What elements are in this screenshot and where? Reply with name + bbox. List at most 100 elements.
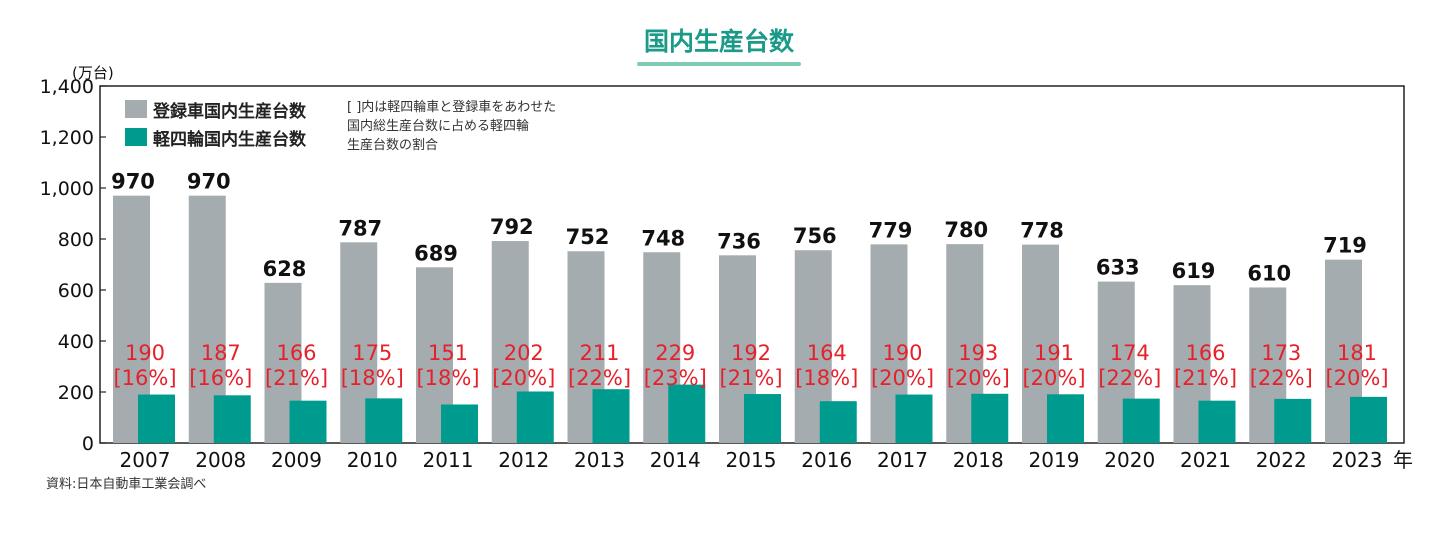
data-label-registered: 778 — [1020, 219, 1064, 243]
data-label-registered: 633 — [1096, 256, 1140, 280]
x-tick-label: 2019 — [1029, 448, 1080, 472]
x-tick-label: 2011 — [423, 448, 474, 472]
note-line-1: [ ]内は軽四輪車と登録車をあわせた — [347, 99, 556, 115]
data-label-registered: 970 — [111, 170, 155, 194]
y-tick-label: 1,000 — [40, 178, 94, 200]
bar-kei — [668, 384, 706, 443]
data-label-kei: 151 — [428, 341, 468, 365]
data-label-kei-share: [18%] — [341, 366, 404, 390]
data-label-kei: 166 — [1185, 341, 1225, 365]
title-underline — [637, 62, 801, 66]
data-label-kei: 211 — [579, 341, 619, 365]
bar-kei — [744, 394, 781, 443]
data-label-registered: 970 — [187, 170, 231, 194]
y-tick-label: 200 — [58, 382, 94, 404]
data-label-registered: 792 — [490, 215, 534, 239]
x-tick-label: 2007 — [120, 448, 171, 472]
legend-label-registered: 登録車国内生産台数 — [152, 101, 307, 122]
legend-swatch-registered — [125, 100, 147, 118]
note-line-3: 生産台数の割合 — [347, 137, 438, 153]
y-tick-label: 0 — [82, 433, 94, 455]
bar-kei — [213, 395, 251, 443]
bar-kei — [1274, 398, 1312, 443]
bar-kei — [138, 394, 175, 443]
bar-kei — [365, 398, 403, 443]
data-label-kei: 229 — [655, 341, 695, 365]
data-label-kei-share: [18%] — [416, 366, 479, 390]
data-label-kei: 190 — [882, 341, 922, 365]
bar-kei — [1350, 396, 1387, 443]
data-label-registered: 736 — [717, 229, 761, 253]
x-tick-label: 2021 — [1180, 448, 1231, 472]
data-label-kei: 193 — [958, 341, 998, 365]
x-tick-label: 2023 — [1332, 448, 1383, 472]
data-label-registered: 756 — [793, 224, 837, 248]
data-label-kei-share: [21%] — [719, 366, 782, 390]
data-label-kei-share: [20%] — [492, 366, 555, 390]
x-tick-label: 2018 — [953, 448, 1004, 472]
bar-kei — [1198, 400, 1236, 443]
x-tick-label: 2013 — [574, 448, 625, 472]
data-label-kei-share: [16%] — [113, 366, 176, 390]
x-tick-label: 2010 — [347, 448, 398, 472]
data-label-kei: 192 — [731, 341, 771, 365]
data-label-kei-share: [22%] — [568, 366, 631, 390]
bar-kei — [516, 391, 554, 443]
bar-kei — [592, 389, 630, 443]
y-axis-unit: (万台) — [72, 64, 114, 82]
data-label-registered: 748 — [641, 226, 685, 250]
legend-label-kei: 軽四輪国内生産台数 — [153, 129, 307, 150]
x-tick-label: 2014 — [650, 448, 701, 472]
data-label-registered: 628 — [263, 257, 307, 281]
x-tick-label: 2008 — [195, 448, 246, 472]
data-label-kei-share: [16%] — [189, 366, 252, 390]
data-label-kei: 187 — [201, 341, 241, 365]
y-tick-label: 1,400 — [40, 76, 94, 98]
data-label-kei: 174 — [1110, 341, 1150, 365]
data-label-kei: 190 — [125, 341, 165, 365]
x-axis-unit: 年 — [1393, 448, 1413, 472]
y-tick-label: 600 — [58, 280, 94, 302]
data-label-kei-share: [21%] — [1174, 366, 1237, 390]
data-label-kei: 166 — [276, 341, 316, 365]
x-tick-label: 2012 — [498, 448, 549, 472]
data-label-kei-share: [23%] — [644, 366, 707, 390]
data-label-kei: 173 — [1261, 341, 1301, 365]
data-label-registered: 689 — [414, 241, 458, 265]
data-label-kei-share: [20%] — [947, 366, 1010, 390]
data-label-kei: 164 — [807, 341, 847, 365]
y-tick-label: 800 — [58, 229, 94, 251]
x-tick-label: 2022 — [1256, 448, 1307, 472]
data-label-kei: 191 — [1034, 341, 1074, 365]
bar-kei — [895, 394, 933, 443]
data-label-registered: 780 — [944, 218, 988, 242]
data-label-kei-share: [18%] — [795, 366, 858, 390]
data-label-kei: 181 — [1337, 341, 1377, 365]
data-label-kei-share: [22%] — [1250, 366, 1313, 390]
x-tick-label: 2020 — [1104, 448, 1155, 472]
data-label-kei-share: [20%] — [871, 366, 934, 390]
data-label-registered: 779 — [869, 218, 913, 242]
data-label-kei: 175 — [352, 341, 392, 365]
data-label-kei-share: [20%] — [1022, 366, 1085, 390]
data-label-registered: 610 — [1247, 261, 1291, 285]
bar-kei — [441, 404, 478, 443]
bar-kei — [1047, 394, 1084, 443]
x-tick-label: 2009 — [271, 448, 322, 472]
bar-kei — [971, 393, 1009, 443]
data-label-registered: 752 — [566, 225, 610, 249]
bar-kei — [819, 401, 857, 443]
data-label-registered: 787 — [338, 216, 382, 240]
data-label-kei: 202 — [504, 341, 544, 365]
bar-kei — [1122, 398, 1160, 443]
data-label-kei-share: [22%] — [1098, 366, 1161, 390]
x-tick-label: 2017 — [877, 448, 928, 472]
note-line-2: 国内総生産台数に占める軽四輪 — [347, 118, 529, 134]
x-tick-label: 2016 — [801, 448, 852, 472]
chart-title: 国内生産台数 — [644, 27, 795, 56]
data-label-registered: 719 — [1323, 234, 1367, 258]
data-label-registered: 619 — [1172, 259, 1216, 283]
bar-kei — [289, 400, 327, 443]
legend-swatch-kei — [125, 128, 147, 146]
